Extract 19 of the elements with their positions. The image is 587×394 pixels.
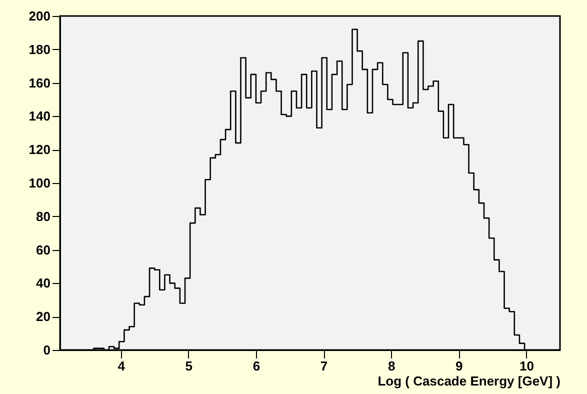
y-tick-label: 60 bbox=[36, 242, 50, 258]
x-tick-label: 4 bbox=[118, 358, 126, 374]
x-tick-label: 9 bbox=[456, 358, 463, 374]
x-axis-title: Log ( Cascade Energy [GeV] ) bbox=[378, 374, 560, 388]
y-tick-label: 160 bbox=[28, 75, 50, 90]
x-tick-label: 8 bbox=[388, 358, 396, 374]
y-tick-label: 200 bbox=[28, 8, 50, 24]
y-tick-label: 100 bbox=[28, 176, 50, 190]
x-tick-label: 6 bbox=[252, 358, 260, 374]
y-tick-label: 20 bbox=[36, 309, 50, 324]
y-tick-label: 180 bbox=[28, 42, 50, 57]
y-tick-label: 40 bbox=[36, 276, 50, 291]
y-tick-label: 120 bbox=[28, 142, 50, 158]
x-tick-label: 7 bbox=[320, 358, 328, 374]
x-tick-label: 10 bbox=[519, 358, 534, 374]
y-tick-label: 0 bbox=[43, 342, 50, 358]
y-tick-label: 80 bbox=[36, 208, 50, 224]
y-tick-label: 140 bbox=[28, 108, 50, 124]
x-tick-label: 5 bbox=[185, 358, 192, 374]
